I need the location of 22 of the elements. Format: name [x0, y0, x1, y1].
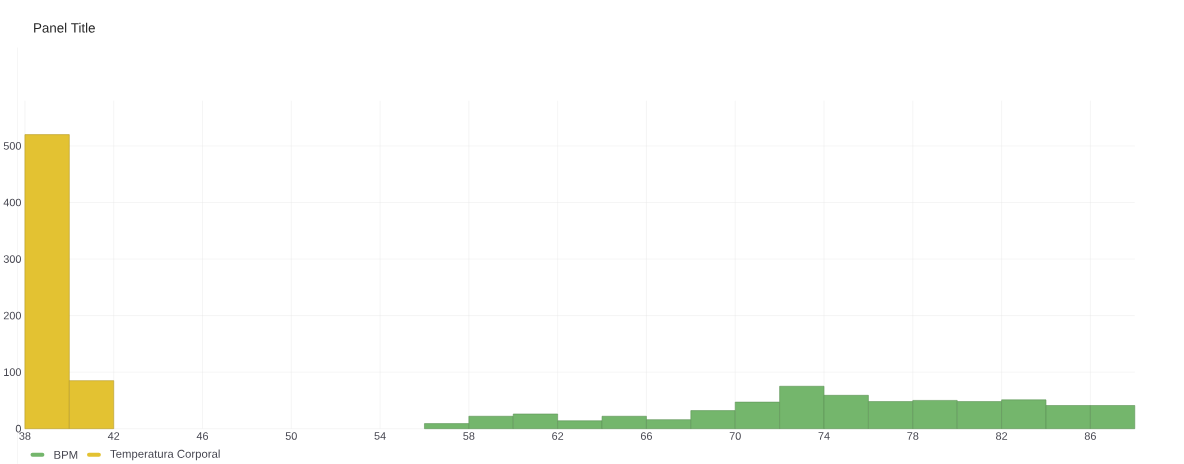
x-tick-label: 78	[907, 432, 919, 440]
y-tick-label: 300	[3, 255, 21, 263]
x-tick-label: 54	[374, 432, 386, 440]
y-tick-label: 400	[3, 198, 21, 207]
y-tick-label: 100	[4, 368, 21, 376]
y-tick-label: 200	[3, 311, 21, 320]
y-tick-label: 0	[15, 424, 21, 433]
x-tick-label: 46	[196, 432, 209, 440]
x-tick-label: 58	[463, 432, 475, 440]
x-tick-label: 50	[285, 432, 297, 440]
y-tick-label: 500	[3, 142, 21, 150]
x-tick-label: 82	[996, 432, 1008, 440]
x-tick-label: 70	[729, 432, 741, 440]
legend-label: Temperatura Corporal	[110, 449, 220, 461]
chart-title: Panel Title	[34, 22, 95, 33]
legend-label: BPM	[54, 450, 78, 459]
x-tick-label: 38	[19, 432, 31, 440]
x-tick-label: 74	[818, 432, 830, 440]
x-tick-label: 62	[552, 432, 564, 440]
x-tick-label: 86	[1084, 432, 1096, 440]
x-tick-label: 42	[107, 432, 120, 440]
x-tick-label: 66	[640, 432, 652, 440]
